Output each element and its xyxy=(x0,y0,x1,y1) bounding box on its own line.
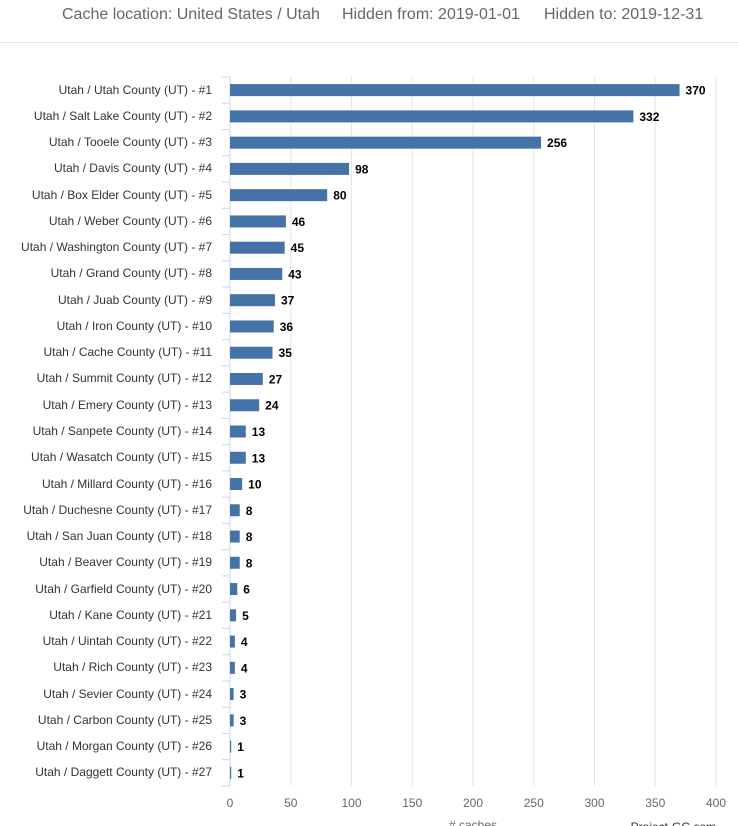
bar xyxy=(230,504,240,517)
x-tick-label: 300 xyxy=(584,796,604,810)
bar xyxy=(230,688,234,701)
x-tick-label: 250 xyxy=(524,796,544,810)
y-tick-label: Utah / Beaver County (UT) - #19 xyxy=(39,555,212,570)
y-tick-label: Utah / Rich County (UT) - #23 xyxy=(53,660,212,675)
bar xyxy=(230,635,235,648)
y-tick-label: Utah / Utah County (UT) - #1 xyxy=(58,82,212,97)
divider xyxy=(0,42,738,43)
bar xyxy=(230,661,235,674)
bar xyxy=(230,294,275,307)
filter-from: Hidden from: 2019-01-01 xyxy=(342,6,520,23)
bar xyxy=(230,451,246,464)
bar xyxy=(230,110,634,123)
data-label: 6 xyxy=(243,583,250,597)
data-label: 45 xyxy=(291,241,305,255)
y-tick-label: Utah / Davis County (UT) - #4 xyxy=(53,161,212,176)
data-label: 80 xyxy=(333,189,347,203)
data-label: 10 xyxy=(248,478,262,492)
data-label: 8 xyxy=(246,504,253,518)
y-tick-label: Utah / Kane County (UT) - #21 xyxy=(49,607,212,622)
bar xyxy=(230,267,283,280)
y-tick-label: Utah / Daggett County (UT) - #27 xyxy=(35,765,212,780)
data-label: 3 xyxy=(240,688,247,702)
bar xyxy=(230,162,350,175)
y-tick-label: Utah / Cache County (UT) - #11 xyxy=(43,345,212,360)
y-tick-label: Utah / San Juan County (UT) - #18 xyxy=(26,529,212,544)
y-tick-label: Utah / Grand County (UT) - #8 xyxy=(50,266,212,281)
bar xyxy=(230,583,238,596)
x-tick-label: 150 xyxy=(402,796,422,810)
bar xyxy=(230,556,240,569)
bar xyxy=(230,136,542,149)
x-axis-title: # caches xyxy=(449,818,497,826)
data-label: 1 xyxy=(237,766,244,780)
bar xyxy=(230,478,243,491)
data-label: 13 xyxy=(252,451,266,465)
data-label: 37 xyxy=(281,294,295,308)
x-tick-label: 200 xyxy=(463,796,483,810)
data-label: 27 xyxy=(269,372,283,386)
bar xyxy=(230,609,237,622)
bar xyxy=(230,215,286,228)
data-label: 98 xyxy=(355,162,369,176)
bar xyxy=(230,189,328,202)
data-label: 35 xyxy=(279,346,293,360)
bar xyxy=(230,714,234,727)
y-tick-label: Utah / Sanpete County (UT) - #14 xyxy=(32,424,212,438)
bar xyxy=(230,399,260,412)
data-label: 256 xyxy=(547,136,567,150)
y-tick-label: Utah / Duchesne County (UT) - #17 xyxy=(23,502,212,517)
y-tick-label: Utah / Garfield County (UT) - #20 xyxy=(35,581,212,596)
data-label: 370 xyxy=(686,84,706,98)
data-label: 332 xyxy=(639,110,659,124)
y-tick-label: Utah / Iron County (UT) - #10 xyxy=(56,318,212,333)
bar xyxy=(230,241,285,254)
data-label: 4 xyxy=(241,635,248,649)
x-tick-label: 0 xyxy=(227,796,234,810)
data-label: 8 xyxy=(246,530,253,544)
y-tick-label: Utah / Tooele County (UT) - #3 xyxy=(48,135,212,150)
y-tick-label: Utah / Uintah County (UT) - #22 xyxy=(42,634,212,649)
data-label: 43 xyxy=(288,267,302,281)
y-tick-label: Utah / Juab County (UT) - #9 xyxy=(57,292,212,307)
bar xyxy=(230,530,240,543)
filter-location: Cache location: United States / Utah xyxy=(62,6,320,23)
bar xyxy=(230,740,232,753)
bar xyxy=(230,346,273,359)
filter-to: Hidden to: 2019-12-31 xyxy=(544,6,704,23)
y-tick-label: Utah / Sevier County (UT) - #24 xyxy=(43,686,212,701)
x-tick-label: 100 xyxy=(341,796,361,810)
data-label: 36 xyxy=(280,320,294,334)
y-tick-label: Utah / Washington County (UT) - #7 xyxy=(21,240,212,255)
data-label: 1 xyxy=(237,740,244,754)
y-tick-label: Utah / Summit County (UT) - #12 xyxy=(36,371,212,386)
data-label: 4 xyxy=(241,661,248,675)
data-label: 24 xyxy=(265,399,279,413)
data-label: 8 xyxy=(246,556,253,570)
y-tick-label: Utah / Weber County (UT) - #6 xyxy=(48,213,212,228)
y-tick-label: Utah / Wasatch County (UT) - #15 xyxy=(31,450,212,465)
y-tick-label: Utah / Carbon County (UT) - #25 xyxy=(37,712,212,727)
bar xyxy=(230,372,263,385)
y-tick-label: Utah / Morgan County (UT) - #26 xyxy=(36,739,212,754)
x-tick-label: 50 xyxy=(284,796,298,810)
y-tick-label: Utah / Millard County (UT) - #16 xyxy=(41,476,212,491)
y-tick-label: Utah / Box Elder County (UT) - #5 xyxy=(31,187,212,202)
data-label: 3 xyxy=(240,714,247,728)
y-tick-label: Utah / Emery County (UT) - #13 xyxy=(42,397,212,412)
data-label: 46 xyxy=(292,215,306,229)
x-tick-label: 400 xyxy=(706,796,726,810)
credit: Project-GC.com xyxy=(631,820,716,826)
bar xyxy=(230,766,232,779)
bar xyxy=(230,84,680,97)
y-tick-label: Utah / Salt Lake County (UT) - #2 xyxy=(33,108,212,123)
data-label: 5 xyxy=(242,609,249,623)
bar xyxy=(230,425,246,438)
x-tick-label: 350 xyxy=(645,796,665,810)
bar xyxy=(230,320,274,333)
data-label: 13 xyxy=(252,425,266,439)
